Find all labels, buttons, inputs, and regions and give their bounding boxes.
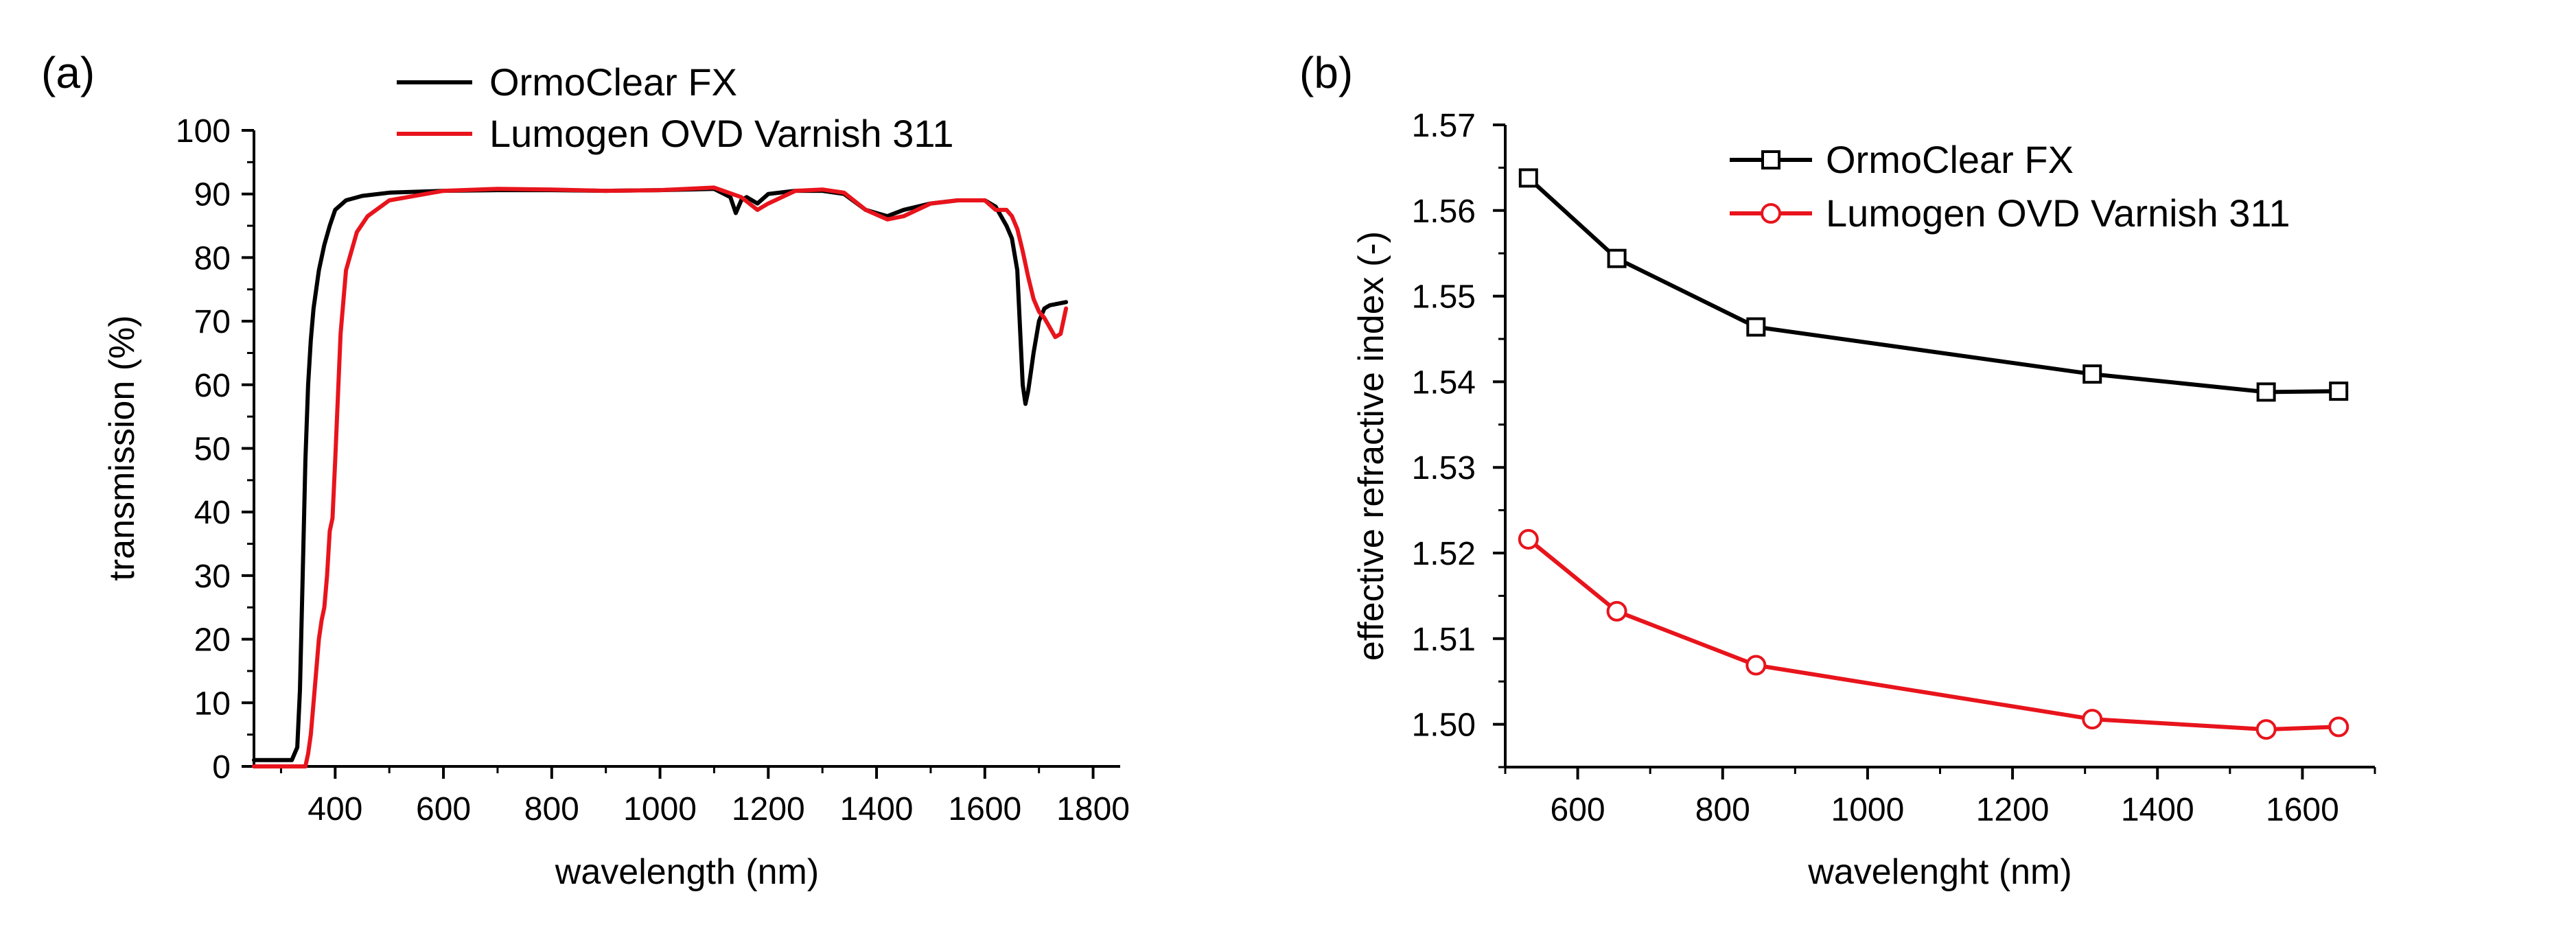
data-point-square bbox=[2329, 381, 2349, 401]
x-tick-label: 1400 bbox=[840, 791, 914, 827]
panel-label: (a) bbox=[41, 48, 95, 97]
data-point-circle bbox=[1518, 529, 1539, 550]
panel-b: (b) 600 800 1000 1200 1400 1600 1.50 1.51 1.52 1.5… bbox=[1299, 48, 2376, 892]
x-tick-label: 1800 bbox=[1056, 791, 1130, 827]
data-point-square bbox=[1607, 248, 1627, 268]
x-tick-label: 400 bbox=[308, 791, 362, 827]
x-tick-label: 1600 bbox=[948, 791, 1021, 827]
legend-label: OrmoClear FX bbox=[489, 60, 737, 104]
y-tick-label: 100 bbox=[176, 113, 231, 150]
y-tick-label: 1.50 bbox=[1412, 707, 1476, 744]
x-tick-label: 600 bbox=[416, 791, 471, 827]
y-tick-label: 60 bbox=[194, 368, 231, 404]
y-tick-label: 1.53 bbox=[1412, 450, 1476, 486]
legend-marker-square bbox=[1761, 150, 1780, 169]
y-tick-label: 1.57 bbox=[1412, 108, 1476, 144]
data-point-circle bbox=[2328, 716, 2349, 738]
x-tick-label: 1200 bbox=[732, 791, 805, 827]
y-tick-label: 90 bbox=[194, 177, 231, 213]
series-line bbox=[252, 187, 1069, 762]
x-tick-label: 600 bbox=[1551, 792, 1605, 828]
x-tick-label: 800 bbox=[1695, 792, 1750, 828]
x-tick-label: 1000 bbox=[623, 791, 697, 827]
x-tick-label: 1200 bbox=[1976, 792, 2050, 828]
y-tick-label: 70 bbox=[194, 304, 231, 340]
data-point-circle bbox=[2082, 709, 2103, 730]
panel-label: (b) bbox=[1299, 48, 1353, 97]
y-tick-label: 10 bbox=[194, 685, 231, 722]
data-point-square bbox=[2256, 382, 2276, 402]
x-tick-label: 800 bbox=[524, 791, 579, 827]
x-axis-label: wavelenght (nm) bbox=[1807, 852, 2072, 892]
data-point-circle bbox=[2255, 719, 2277, 740]
y-tick-label: 1.52 bbox=[1412, 536, 1476, 572]
legend-label: OrmoClear FX bbox=[1826, 138, 2074, 181]
series-line bbox=[252, 185, 1069, 768]
y-tick-label: 1.55 bbox=[1412, 279, 1476, 316]
data-point-square bbox=[2082, 364, 2102, 384]
y-tick-label: 1.54 bbox=[1412, 364, 1476, 401]
x-tick-label: 1000 bbox=[1831, 792, 1905, 828]
y-axis-label: effective refractive index (-) bbox=[1351, 231, 1391, 661]
y-tick-label: 50 bbox=[194, 432, 231, 468]
series-line bbox=[1526, 537, 2341, 732]
data-point-circle bbox=[1606, 600, 1627, 622]
y-tick-label: 40 bbox=[194, 495, 231, 531]
panel-a: (a) 400 600 800 1000 1200 1400 1600 1800 0 10 20 30 4… bbox=[41, 48, 1130, 892]
x-axis-label: wavelength (nm) bbox=[555, 852, 819, 892]
y-tick-label: 80 bbox=[194, 240, 231, 277]
legend-label: Lumogen OVD Varnish 311 bbox=[489, 112, 954, 155]
data-point-square bbox=[1746, 317, 1766, 337]
y-tick-label: 1.56 bbox=[1412, 193, 1476, 230]
data-point-circle bbox=[1745, 655, 1767, 676]
legend-label: Lumogen OVD Varnish 311 bbox=[1826, 191, 2290, 235]
y-tick-label: 20 bbox=[194, 622, 231, 659]
y-tick-label: 1.51 bbox=[1412, 622, 1476, 658]
y-tick-label: 30 bbox=[194, 559, 231, 595]
data-point-square bbox=[1518, 168, 1538, 188]
legend-marker-circle bbox=[1761, 203, 1781, 224]
series-line bbox=[1526, 176, 2341, 395]
y-axis-label: transmission (%) bbox=[102, 315, 142, 580]
x-tick-label: 1400 bbox=[2121, 792, 2194, 828]
x-tick-label: 1600 bbox=[2266, 792, 2339, 828]
y-tick-label: 0 bbox=[212, 749, 231, 786]
